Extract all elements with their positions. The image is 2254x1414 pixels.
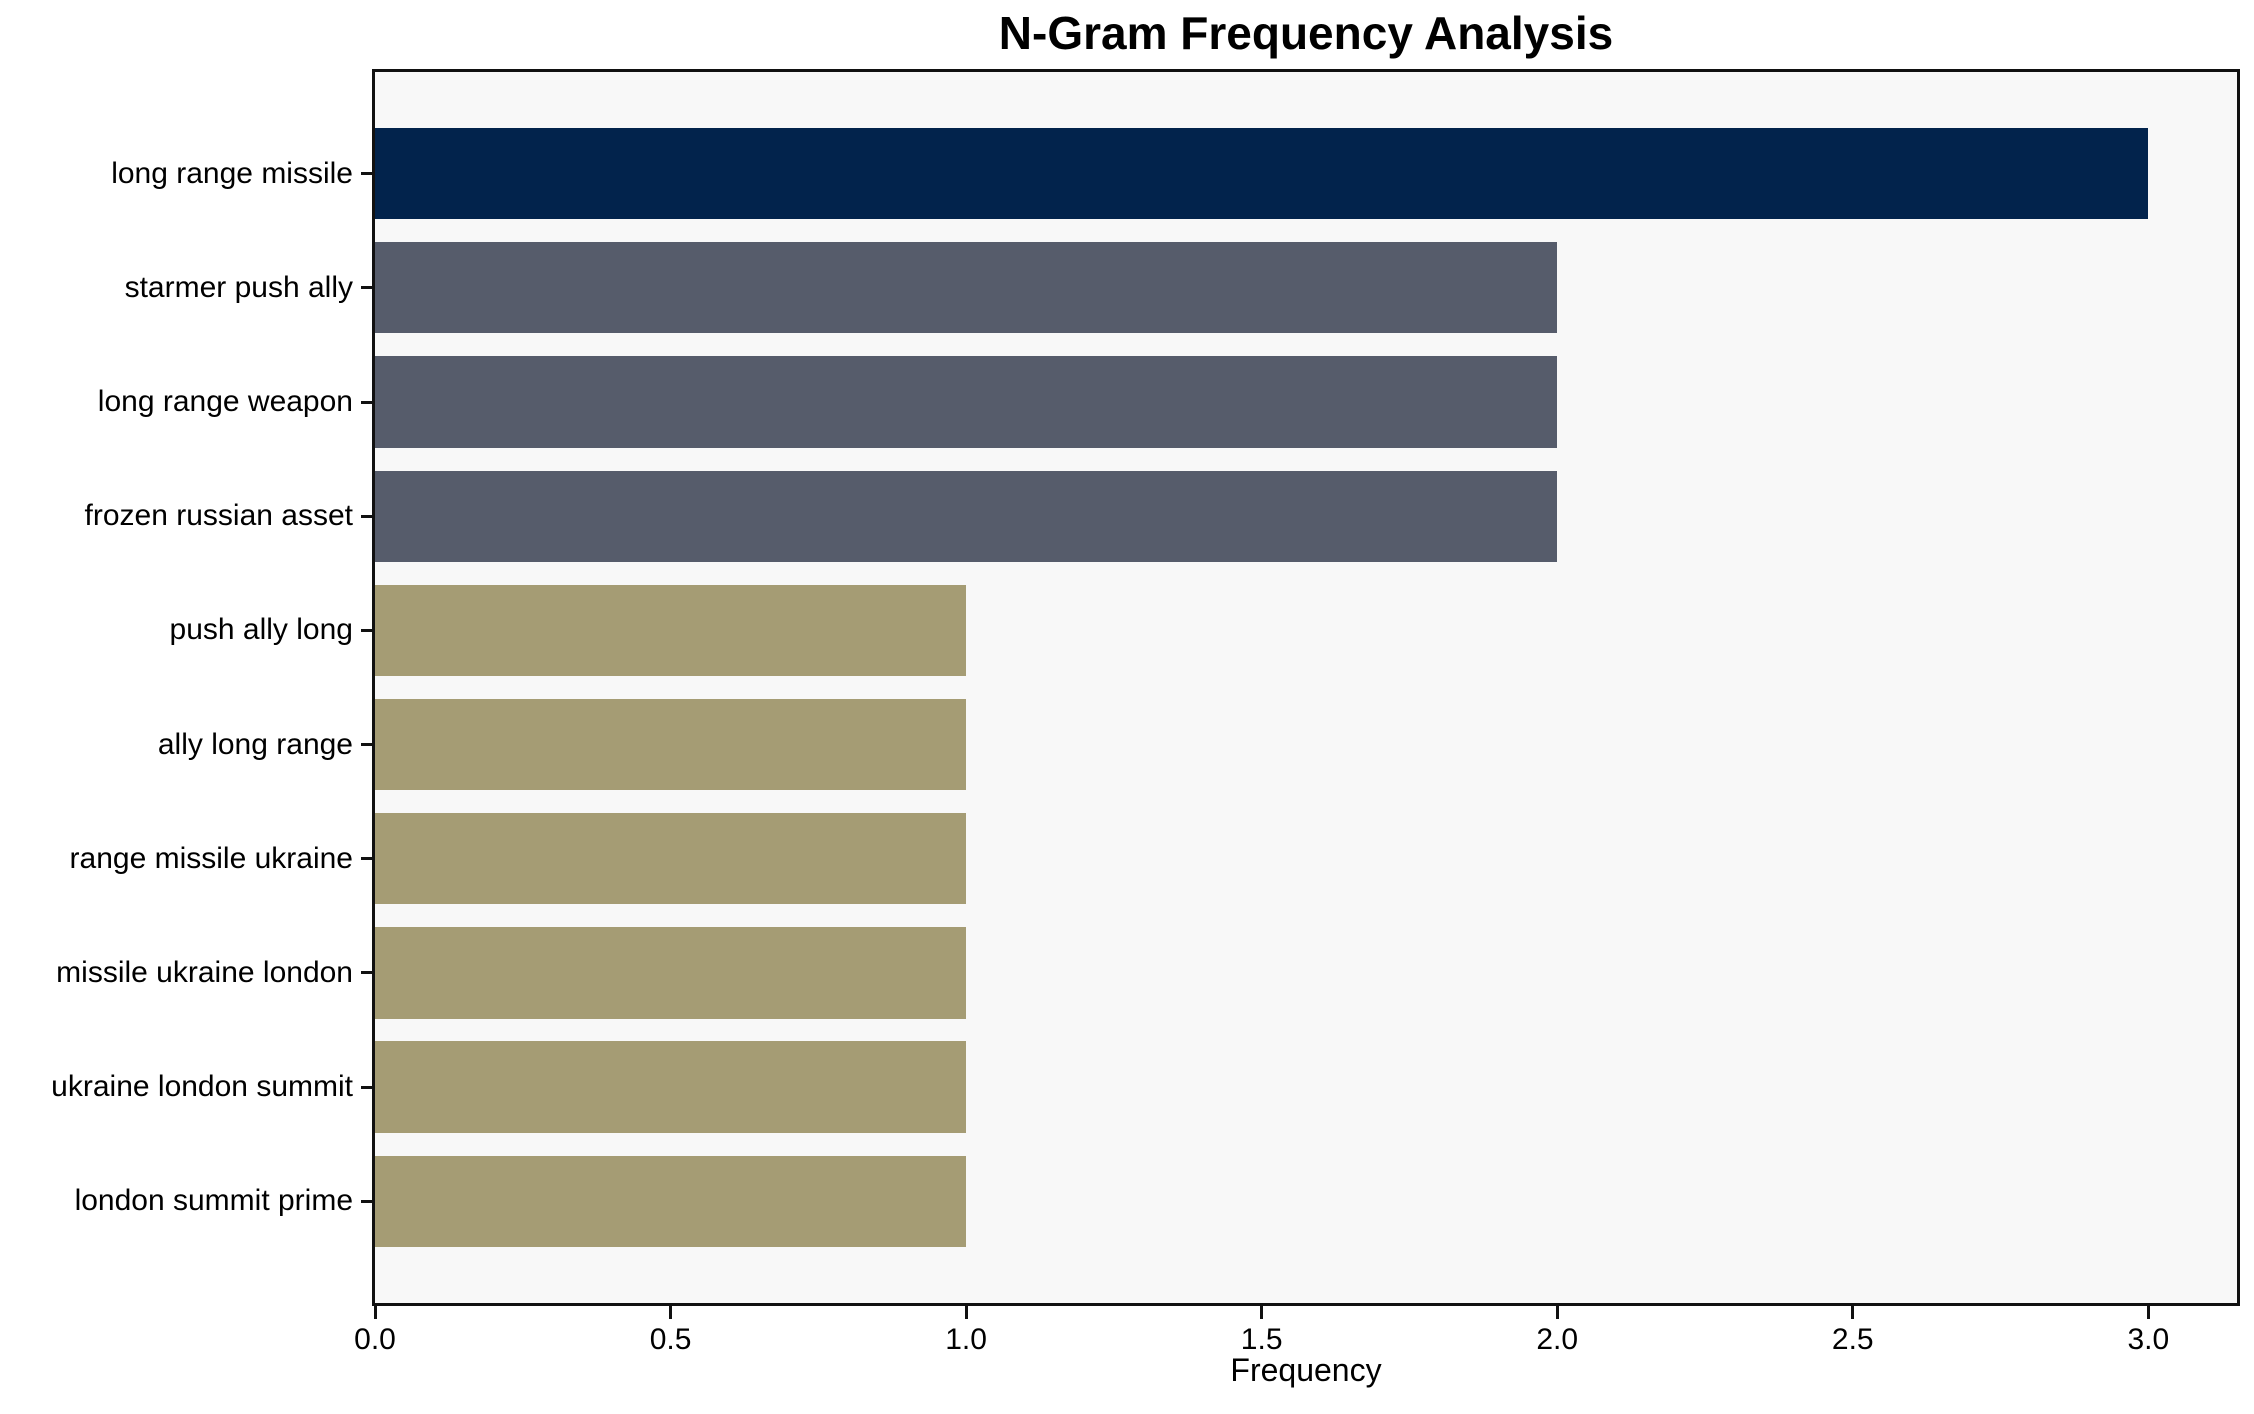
y-tick-mark [361, 172, 372, 176]
y-tick-mark [361, 514, 372, 518]
y-tick-mark [361, 1199, 372, 1203]
y-tick-label: long range missile [111, 156, 353, 190]
y-tick-label: long range weapon [97, 385, 353, 419]
x-tick-label: 3.0 [2127, 1323, 2170, 1356]
bar [375, 1041, 967, 1133]
bar [375, 698, 967, 791]
x-tick-mark [964, 1306, 968, 1319]
x-tick-label: 2.5 [1831, 1323, 1874, 1356]
bar [375, 127, 2149, 220]
x-tick-label: 0.5 [649, 1323, 692, 1356]
y-tick-mark [361, 286, 372, 290]
x-tick-mark [2146, 1306, 2150, 1319]
y-tick-label: push ally long [169, 613, 353, 647]
bar [375, 813, 967, 905]
plot-area [372, 69, 2240, 1306]
y-tick-mark [361, 743, 372, 747]
x-axis-title: Frequency [1230, 1352, 1382, 1388]
bar [375, 470, 1558, 562]
y-tick-label: missile ukraine london [56, 955, 353, 989]
x-tick-label: 2.0 [1536, 1323, 1579, 1356]
y-tick-label: range missile ukraine [69, 841, 353, 875]
y-tick-label: frozen russian asset [84, 499, 353, 533]
chart-title: N-Gram Frequency Analysis [998, 7, 1614, 59]
bar [375, 927, 967, 1019]
x-tick-mark [669, 1306, 673, 1319]
x-tick-mark [373, 1306, 377, 1319]
y-tick-label: london summit prime [74, 1184, 353, 1218]
x-tick-mark [1260, 1306, 1264, 1319]
y-tick-mark [361, 628, 372, 632]
x-tick-mark [1851, 1306, 1855, 1319]
bar [375, 242, 1558, 334]
x-tick-label: 1.0 [945, 1323, 987, 1356]
y-tick-mark [361, 857, 372, 861]
bar [375, 1155, 967, 1248]
x-tick-label: 1.5 [1240, 1323, 1283, 1356]
y-tick-label: starmer push ally [124, 270, 353, 304]
x-tick-label: 0.0 [354, 1323, 396, 1356]
y-tick-mark [361, 1085, 372, 1089]
y-tick-mark [361, 400, 372, 404]
y-tick-mark [361, 971, 372, 975]
bar [375, 584, 967, 677]
bar [375, 356, 1558, 448]
y-tick-label: ukraine london summit [51, 1070, 353, 1104]
y-tick-label: ally long range [157, 727, 353, 761]
x-tick-mark [1555, 1306, 1559, 1319]
